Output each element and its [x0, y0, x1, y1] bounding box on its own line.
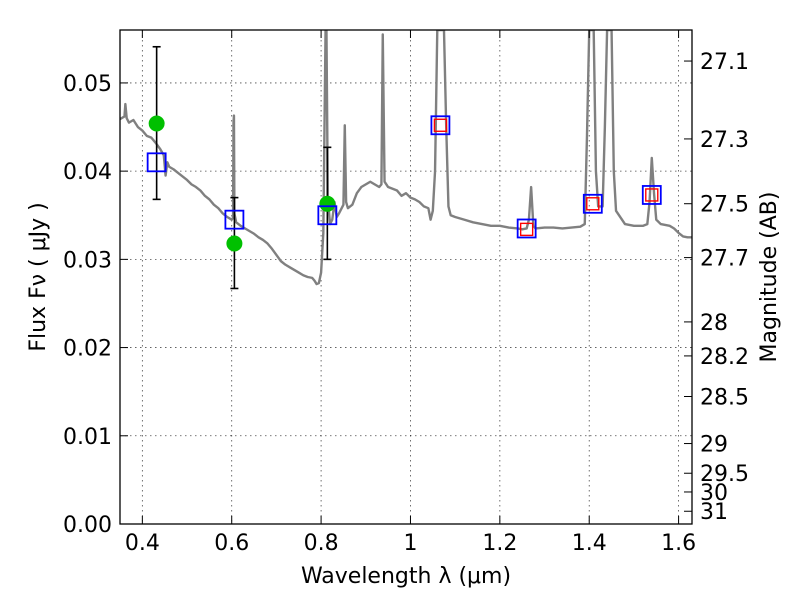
model-flux-point: [641, 185, 662, 205]
observed-flux-point: [148, 115, 165, 132]
x-tick-label: 0.6: [214, 531, 249, 556]
y-tick-label: 0.03: [63, 248, 112, 273]
upper-limit-point: [586, 197, 600, 211]
y2-tick-label: 27.1: [700, 50, 749, 75]
y-tick-label: 0.05: [63, 72, 112, 97]
x-tick-label: 1.4: [572, 531, 607, 556]
y2-tick-label: 28.5: [700, 385, 749, 410]
upper-limit-point: [519, 222, 534, 237]
upper-limit-point: [433, 118, 448, 132]
observed-flux-point: [226, 235, 243, 252]
model-flux-point: [516, 218, 537, 239]
y2-tick-label: 31: [700, 500, 728, 525]
y2-axis-title: Magnitude (AB): [757, 192, 782, 363]
sed-model-line: [120, 30, 692, 286]
y2-tick-label: 30: [700, 481, 728, 506]
y2-tick-label: 27.3: [700, 128, 749, 153]
x-tick-label: 1.2: [482, 531, 517, 556]
y2-tick-label: 27.7: [700, 247, 749, 272]
axes-layer: 0.4 0.6 0.8 1 1.2 1.4 1.6 0.00 0.01 0.02 0.03 0.04 0…: [63, 30, 749, 556]
y2-tick-label: 27.5: [700, 193, 749, 218]
model-flux-point: [224, 209, 245, 230]
plot-frame: [119, 29, 693, 525]
observed-flux-point: [319, 195, 336, 212]
y-tick-label: 0.00: [63, 513, 112, 538]
model-flux-point: [146, 152, 167, 173]
y2-tick-label: 29: [700, 433, 728, 458]
x-tick-label: 1: [403, 531, 417, 556]
x-tick-label: 0.4: [125, 531, 160, 556]
y-tick-label: 0.04: [63, 160, 112, 185]
y2-tick-label: 29.5: [700, 462, 749, 487]
model-flux-point: [430, 115, 451, 136]
y-tick-label: 0.02: [63, 337, 112, 362]
y-axis-title: Flux Fν ( μJy ): [26, 202, 51, 351]
data-layer: [120, 30, 692, 290]
y-tick-label: 0.01: [63, 425, 112, 450]
x-axis-title: Wavelength λ (μm): [301, 564, 511, 589]
y2-tick-label: 28: [700, 311, 728, 336]
model-flux-point: [317, 205, 338, 226]
upper-limit-point: [645, 188, 659, 202]
model-flux-point: [582, 193, 603, 214]
x-tick-label: 1.6: [661, 531, 696, 556]
y2-tick-label: 28.2: [700, 345, 749, 370]
x-tick-label: 0.8: [304, 531, 339, 556]
